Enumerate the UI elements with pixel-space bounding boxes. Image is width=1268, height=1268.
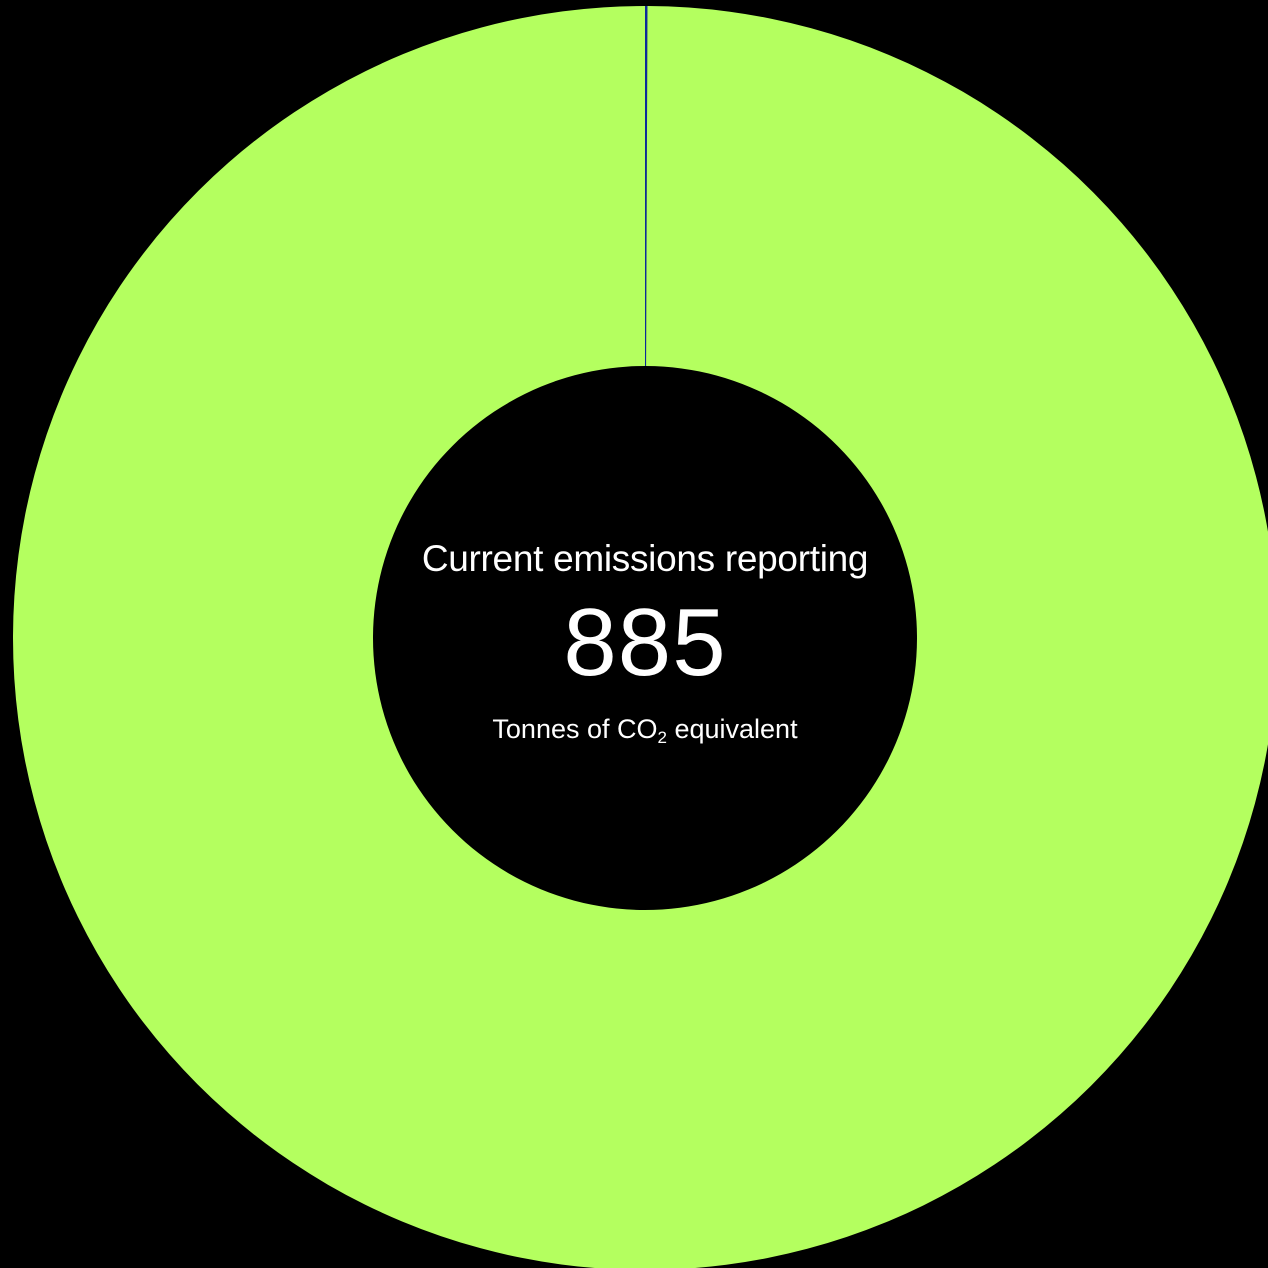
center-label: Current emissions reporting — [421, 538, 869, 579]
donut-slice-2 — [13, 6, 1268, 1268]
donut-slice-1 — [645, 6, 648, 367]
unit-suffix: equivalent — [666, 714, 798, 744]
unit-prefix: Tonnes of CO — [492, 714, 658, 744]
unit-subscript: 2 — [657, 728, 667, 747]
unit-label: Tonnes of CO2 equivalent — [373, 714, 917, 747]
total-emissions-value: 885 — [563, 589, 727, 696]
